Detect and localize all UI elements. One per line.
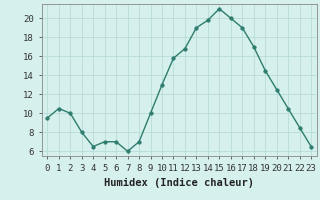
X-axis label: Humidex (Indice chaleur): Humidex (Indice chaleur): [104, 178, 254, 188]
